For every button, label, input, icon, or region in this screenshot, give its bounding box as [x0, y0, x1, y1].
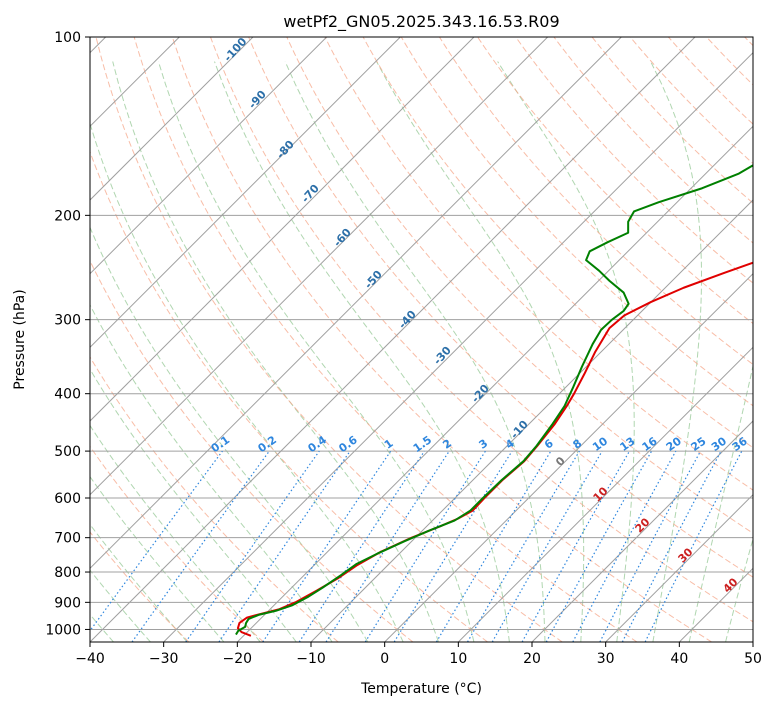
isotherms	[90, 37, 753, 642]
dry-adiabats	[90, 37, 753, 642]
dry-adiabat-line	[591, 37, 753, 204]
x-tick-label: −30	[149, 651, 179, 667]
dry-adiabat-line	[95, 37, 563, 642]
mixing-ratio-line	[218, 450, 351, 642]
isotherm-line	[384, 272, 753, 642]
y-tick-label: 600	[54, 491, 81, 507]
mixing-ratio-line	[364, 450, 486, 642]
y-axis: 1000 900 800 700 600 500 400 300 200 100	[45, 30, 90, 638]
mixing-ratio-line	[435, 450, 552, 642]
x-tick-label: −20	[223, 651, 253, 667]
y-tick-label: 1000	[45, 622, 81, 638]
x-tick-label: 40	[670, 651, 688, 667]
isotherm-line	[90, 37, 696, 642]
x-axis-title: Temperature (°C)	[360, 681, 482, 697]
x-tick-label: 10	[449, 651, 467, 667]
mixing-ratio-line	[545, 450, 653, 642]
dry-adiabat-line	[439, 37, 753, 366]
isotherm-line	[90, 37, 401, 349]
dry-adiabat-line	[90, 531, 190, 642]
mixing-ratio-line	[466, 450, 580, 642]
plot-frame	[89, 36, 754, 643]
dry-adiabat-line	[400, 37, 753, 407]
x-tick-label: 50	[744, 651, 762, 667]
mixing-ratio-line	[572, 450, 677, 642]
moist-adiabat-line	[90, 121, 404, 642]
moist-adiabat-line	[90, 475, 225, 642]
x-tick-label: −40	[75, 651, 105, 667]
moist-adiabat-line	[112, 61, 440, 642]
y-axis-title: Pressure (hPa)	[12, 289, 28, 389]
y-tick-label: 400	[54, 387, 81, 403]
mixing-ratio-line	[131, 450, 270, 642]
dry-adiabat-line	[133, 37, 638, 642]
y-tick-label: 800	[54, 565, 81, 581]
y-tick-label: 300	[54, 313, 81, 329]
isotherm-line	[236, 125, 753, 642]
mixing-ratio-line	[491, 450, 603, 642]
isotherm-line	[531, 420, 753, 642]
x-tick-label: 20	[523, 651, 541, 667]
mixing-ratio-lines	[90, 450, 743, 642]
dry-adiabat-line	[553, 37, 753, 244]
dry-adiabat-line	[90, 356, 339, 642]
moist-adiabat-line	[90, 569, 151, 642]
dry-adiabat-line	[286, 37, 753, 534]
dry-adiabat-line	[515, 37, 753, 284]
isotherm-line	[605, 493, 753, 642]
x-tick-label: 0	[380, 651, 389, 667]
moist-adiabat-line	[284, 61, 546, 642]
y-tick-label: 900	[54, 595, 81, 611]
moist-adiabat-line	[376, 61, 585, 642]
mixing-ratio-line	[185, 450, 320, 642]
y-tick-label: 100	[54, 30, 81, 46]
moist-adiabat-line	[214, 61, 510, 642]
mixing-ratio-line	[521, 450, 631, 642]
mixing-ratio-line	[90, 450, 223, 632]
dry-adiabat-line	[210, 37, 753, 623]
mixing-ratio-line	[325, 450, 450, 642]
isotherm-line	[163, 51, 753, 642]
x-tick-label: −10	[296, 651, 326, 667]
dry-adiabat-line	[90, 259, 414, 642]
mixing-ratio-line	[393, 450, 513, 642]
isotherm-line	[90, 37, 622, 570]
chart-title: wetPf2_GN05.2025.343.16.53.R09	[283, 12, 559, 32]
moist-adiabat-line	[157, 61, 475, 642]
pressure-gridlines	[90, 37, 753, 630]
y-tick-label: 500	[54, 444, 81, 460]
y-tick-label: 200	[54, 208, 81, 224]
dewpoint-profile-line	[235, 164, 753, 636]
isotherm-line	[90, 37, 475, 422]
dry-adiabat-line	[324, 37, 753, 491]
x-axis: −40 −30 −20 −10 0 10 20 30 40 50	[75, 642, 762, 667]
plot-area: 0.1 0.2 0.4 0.6 1 1.5 2 3 4 6 8 10 13 16 20 25 30 36-100-…	[90, 37, 753, 642]
isotherm-line	[90, 37, 549, 496]
x-tick-label: 30	[597, 651, 615, 667]
isotherm-line	[457, 346, 753, 642]
profile-series	[235, 164, 753, 637]
temperature-profile-line	[236, 261, 753, 637]
dry-adiabat-line	[477, 37, 753, 325]
moist-adiabat-line	[90, 226, 369, 642]
isotherm-line	[90, 37, 328, 275]
dry-adiabat-line	[90, 150, 488, 642]
isotherm-line	[310, 199, 753, 642]
dry-adiabat-line	[248, 37, 753, 578]
moist-adiabat-line	[688, 363, 753, 642]
moist-adiabat-line	[90, 523, 188, 642]
dry-adiabat-line	[629, 37, 753, 165]
y-tick-label: 700	[54, 531, 81, 547]
isotherm-line	[90, 37, 254, 201]
